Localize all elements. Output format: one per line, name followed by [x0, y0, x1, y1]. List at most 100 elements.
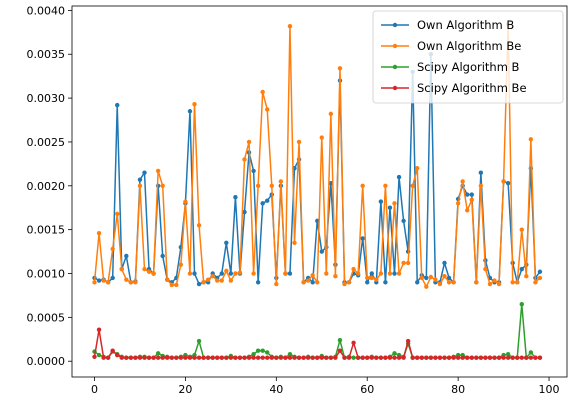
data-point-2-91: [505, 352, 511, 357]
data-point-1-19: [178, 262, 184, 267]
data-point-3-38: [265, 355, 270, 360]
data-point-2-54: [337, 337, 343, 343]
data-point-1-27: [215, 278, 220, 283]
data-point-1-47: [305, 278, 311, 283]
data-point-1-25: [205, 277, 211, 282]
data-point-1-84: [474, 280, 479, 285]
data-point-3-39: [269, 355, 274, 360]
data-point-1-58: [355, 271, 361, 276]
data-point-1-68: [401, 260, 406, 266]
data-point-3-58: [355, 355, 361, 360]
data-point-3-0: [92, 354, 97, 360]
data-point-1-87: [487, 281, 493, 287]
data-point-3-35: [251, 355, 256, 360]
data-point-1-29: [224, 268, 229, 274]
data-point-1-67: [396, 271, 402, 276]
data-point-1-0: [92, 280, 97, 285]
data-point-3-56: [346, 355, 352, 360]
data-point-3-52: [328, 355, 334, 360]
data-point-1-24: [201, 280, 206, 285]
data-point-0-43: [287, 271, 293, 276]
data-point-3-46: [301, 355, 306, 360]
data-point-3-97: [533, 355, 538, 360]
data-point-1-28: [219, 278, 224, 283]
x-tick-label-4: 80: [451, 383, 465, 396]
y-tick-label-0: 0.0000: [27, 355, 66, 368]
data-point-1-57: [351, 266, 356, 272]
y-tick-label-1: 0.0005: [27, 311, 66, 324]
x-tick-label-1: 20: [178, 383, 192, 396]
data-point-1-75: [433, 277, 438, 282]
data-point-3-91: [505, 355, 511, 360]
legend-label-1: Own Algorithm Be: [417, 39, 521, 53]
data-point-1-36: [255, 183, 261, 188]
data-point-3-14: [155, 355, 161, 360]
data-point-0-38: [265, 198, 270, 203]
data-point-2-35: [251, 352, 256, 357]
data-point-3-90: [501, 355, 506, 360]
data-point-0-73: [424, 275, 429, 281]
data-point-2-66: [392, 351, 397, 356]
legend-marker-3: [392, 85, 398, 91]
data-point-3-83: [469, 355, 474, 360]
data-point-3-95: [524, 355, 529, 360]
x-tick-label-2: 40: [269, 383, 283, 396]
data-point-3-7: [124, 355, 129, 360]
y-tick-label-3: 0.0015: [27, 224, 66, 237]
data-point-1-20: [183, 199, 188, 204]
data-point-3-6: [119, 355, 124, 360]
data-point-1-80: [455, 201, 461, 206]
legend-label-0: Own Algorithm B: [417, 18, 514, 32]
data-point-3-42: [283, 355, 288, 360]
data-point-0-66: [392, 271, 397, 276]
data-point-3-79: [451, 355, 456, 360]
data-point-3-29: [224, 355, 229, 360]
data-point-3-87: [487, 355, 493, 360]
data-point-3-92: [510, 355, 515, 360]
data-point-3-74: [428, 355, 434, 360]
data-point-0-22: [192, 271, 197, 276]
data-point-3-12: [146, 355, 152, 360]
data-point-1-90: [501, 179, 506, 184]
data-point-0-7: [124, 253, 129, 259]
data-point-3-98: [537, 355, 543, 360]
data-point-1-14: [155, 168, 161, 174]
data-point-3-55: [342, 355, 347, 360]
data-point-1-12: [146, 269, 152, 274]
data-point-1-37: [260, 89, 265, 95]
data-point-3-93: [515, 355, 520, 360]
data-point-3-9: [133, 355, 138, 360]
data-point-1-26: [210, 273, 215, 279]
data-point-1-45: [296, 139, 302, 145]
data-point-0-11: [142, 170, 147, 175]
data-point-3-73: [424, 355, 429, 360]
data-point-3-68: [401, 355, 406, 360]
data-point-1-65: [387, 271, 393, 276]
data-point-1-73: [424, 284, 429, 289]
data-point-1-61: [369, 275, 374, 281]
data-point-3-59: [360, 355, 365, 360]
data-point-1-54: [337, 66, 343, 71]
data-point-3-62: [374, 355, 379, 360]
data-point-1-79: [451, 280, 456, 285]
legend-box: [372, 10, 564, 104]
data-point-1-7: [124, 277, 129, 282]
data-point-1-31: [233, 271, 238, 276]
data-point-1-10: [137, 183, 143, 188]
data-point-1-30: [228, 278, 234, 283]
data-point-1-50: [319, 135, 324, 140]
data-point-1-2: [101, 278, 106, 283]
data-point-3-44: [292, 355, 297, 360]
legend: Own Algorithm B Own Algorithm Be Scipy Alg…: [372, 10, 564, 104]
data-point-3-45: [296, 355, 302, 360]
data-point-1-93: [515, 280, 520, 285]
series-3: [92, 327, 543, 360]
data-point-3-19: [178, 355, 184, 360]
data-point-1-1: [96, 230, 102, 236]
data-point-3-76: [437, 355, 443, 360]
data-point-0-94: [519, 266, 524, 272]
data-point-1-76: [437, 281, 443, 287]
data-point-3-21: [187, 355, 193, 360]
data-point-1-66: [392, 201, 397, 206]
data-point-1-41: [278, 179, 284, 184]
